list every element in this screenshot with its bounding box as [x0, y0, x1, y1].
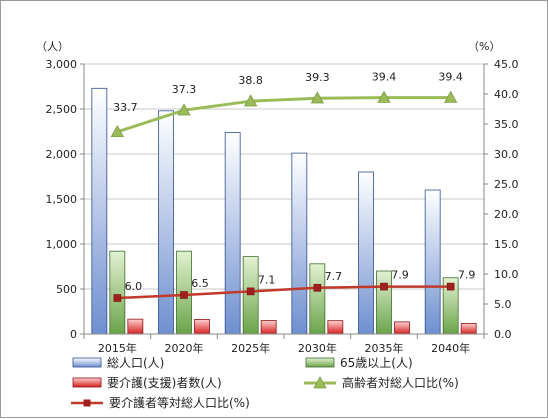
bar-care-recipients [460, 322, 477, 335]
legend-marker [83, 399, 91, 407]
line-marks [110, 90, 458, 302]
care-ratio-point [180, 291, 188, 299]
elderly-ratio-label: 38.8 [238, 74, 263, 87]
care-ratio-label: 6.0 [125, 280, 143, 293]
bar-total-population [424, 189, 441, 335]
bar-care-recipients [260, 320, 277, 335]
bar-total-population [224, 131, 241, 335]
bar-care-recipients [194, 319, 210, 335]
care-ratio-point [246, 287, 255, 296]
legend-swatch [305, 357, 335, 368]
right-tick-label: 35.0 [494, 118, 519, 131]
bar-total-population [158, 110, 174, 335]
legend-swatch [72, 357, 102, 368]
elderly-ratio-label: 33.7 [113, 101, 138, 114]
left-tick-label: 1,500 [46, 193, 78, 206]
legend: 総人口(人) 65歳以上(人) 要介護(支援)者数(人) 高齢者対総人口比(%) 要介護… [71, 356, 459, 410]
elderly-ratio-label: 37.3 [172, 83, 197, 96]
x-tick-label: 2040年 [431, 341, 470, 355]
elderly-ratio-label: 39.3 [305, 71, 330, 84]
bar-total-population [91, 87, 108, 335]
legend-label: 総人口(人) [107, 356, 164, 370]
x-tick-label: 2035年 [365, 341, 404, 355]
axes: 0 500 1,000 1,500 2,000 2,500 3,000 0.0 5.0 10.0 1… [46, 58, 519, 355]
elderly-ratio-point [110, 124, 125, 138]
right-tick-label: 20.0 [494, 208, 519, 221]
x-tick-label: 2020年 [165, 341, 204, 355]
right-tick-label: 0.0 [494, 328, 512, 341]
care-ratio-point [313, 283, 322, 292]
elderly-ratio-point [443, 90, 458, 103]
bar-aged-65-plus [309, 263, 326, 335]
elderly-ratio-line [116, 96, 451, 134]
left-tick-label: 0 [70, 328, 77, 341]
legend-marker [313, 376, 327, 389]
care-ratio-label: 7.7 [325, 270, 343, 283]
elderly-ratio-label: 39.4 [438, 71, 463, 84]
bar-care-recipients [394, 321, 410, 335]
left-axis-unit: （人） [36, 40, 69, 53]
left-tick-label: 2,000 [46, 148, 78, 161]
legend-label: 要介護(支援)者数(人) [107, 375, 222, 390]
bar-care-recipients [127, 318, 144, 335]
right-tick-label: 40.0 [494, 88, 519, 101]
bar-care-recipients [327, 320, 344, 335]
care-ratio-label: 7.1 [258, 273, 276, 286]
bar-aged-65-plus [376, 270, 392, 335]
x-tick-label: 2025年 [231, 341, 270, 355]
right-tick-label: 45.0 [494, 58, 519, 71]
legend-label: 要介護者等対総人口比(%) [109, 395, 250, 410]
legend-label: 65歳以上(人) [340, 356, 413, 370]
elderly-ratio-point [243, 94, 258, 107]
right-tick-label: 5.0 [494, 298, 512, 311]
care-ratio-point [380, 282, 388, 291]
legend-swatch [72, 377, 102, 388]
bar-aged-65-plus [242, 256, 259, 335]
left-tick-label: 1,000 [46, 238, 78, 251]
bar-total-population [291, 152, 308, 335]
legend-label: 高齢者対総人口比(%) [342, 375, 459, 390]
data-labels: 33.7 37.3 38.8 39.3 39.4 39.4 6.0 6.5 7.1 7.7 7.9 7… [113, 71, 475, 293]
left-tick-label: 3,000 [46, 58, 78, 71]
left-tick-label: 2,500 [46, 103, 78, 116]
care-ratio-label: 6.5 [191, 277, 209, 290]
care-ratio-label: 7.9 [458, 269, 476, 282]
left-tick-label: 500 [56, 283, 77, 296]
elderly-ratio-label: 39.4 [372, 71, 397, 84]
gridlines [84, 63, 484, 290]
elderly-ratio-point [377, 90, 391, 103]
care-ratio-point [446, 282, 455, 291]
care-ratio-point [113, 294, 122, 302]
x-tick-label: 2015年 [98, 341, 137, 355]
right-axis-unit: （%） [468, 40, 500, 53]
right-tick-label: 25.0 [494, 178, 519, 191]
care-ratio-line [117, 285, 451, 300]
bar-total-population [358, 171, 374, 335]
right-tick-label: 10.0 [494, 268, 519, 281]
elderly-ratio-point [310, 91, 325, 104]
bar-aged-65-plus [109, 250, 126, 335]
right-tick-label: 30.0 [494, 148, 519, 161]
care-ratio-label: 7.9 [391, 269, 409, 282]
x-tick-label: 2030年 [298, 341, 337, 355]
right-tick-label: 15.0 [494, 238, 519, 251]
elderly-ratio-point [177, 103, 191, 116]
